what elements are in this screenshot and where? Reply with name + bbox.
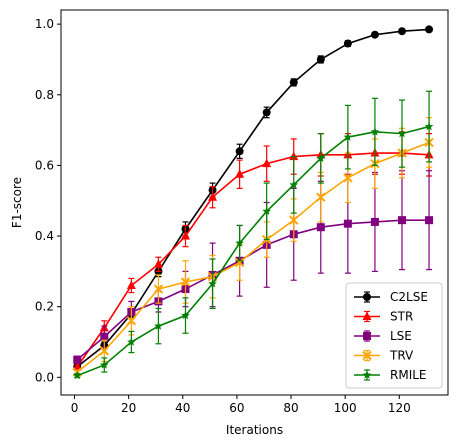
series-layer — [72, 25, 434, 380]
point-rmile-1 — [100, 360, 109, 369]
point-c2lse-10 — [343, 39, 352, 48]
point-trv-8-stroke-b — [289, 215, 299, 225]
y-tick-label-0.8: 0.8 — [35, 88, 54, 102]
legend-entry-trv: TRV — [354, 349, 414, 363]
point-lse-9 — [316, 223, 325, 232]
x-axis: 0 20 40 60 80 100 120 — [71, 395, 411, 415]
point-lse-12 — [397, 216, 406, 225]
legend-marker-rmile — [362, 370, 372, 379]
point-trv-4 — [180, 277, 191, 287]
series-line-trv — [76, 141, 430, 373]
legend-label-rmile: RMILE — [390, 368, 427, 382]
legend-entry-lse: LSE — [354, 329, 412, 343]
legend-marker-trv — [362, 350, 372, 361]
point-rmile-11 — [370, 127, 380, 136]
point-trv-10-stroke-b — [343, 173, 353, 183]
y-tick-label-1.0: 1.0 — [35, 17, 54, 31]
point-str-4 — [180, 231, 190, 240]
x-axis-label: Iterations — [226, 423, 283, 437]
point-trv-4-stroke-b — [180, 277, 191, 287]
legend-marker-str — [362, 311, 372, 320]
point-str-5 — [208, 192, 218, 201]
point-trv-9 — [316, 192, 326, 202]
legend-label-c2lse: C2LSE — [390, 290, 428, 304]
point-trv-6-stroke-b — [234, 257, 245, 268]
point-trv-1-stroke-b — [99, 346, 110, 356]
y-tick-label-0.4: 0.4 — [35, 229, 54, 243]
point-c2lse-7 — [262, 108, 271, 117]
point-trv-8 — [289, 215, 299, 225]
legend-marker-trv-stroke-b — [362, 350, 372, 361]
point-lse-1 — [100, 332, 109, 341]
series-line-rmile — [76, 125, 430, 377]
point-c2lse-9 — [316, 55, 325, 64]
point-rmile-9 — [316, 153, 326, 162]
legend-label-trv: TRV — [389, 349, 414, 363]
x-tick-label-80: 80 — [283, 401, 298, 415]
point-trv-2 — [126, 316, 137, 326]
point-rmile-4 — [181, 311, 190, 320]
point-rmile-12 — [397, 129, 407, 138]
point-str-3 — [153, 259, 163, 268]
legend-box — [345, 282, 443, 389]
point-rmile-8 — [289, 180, 299, 189]
point-c2lse-12 — [397, 27, 406, 36]
point-c2lse-6 — [235, 147, 244, 156]
point-rmile-2 — [127, 337, 136, 346]
point-str-0 — [72, 361, 82, 371]
series-line-str — [76, 152, 430, 368]
legend: C2LSE STR LSE TRV RMILE — [345, 282, 443, 389]
x-tick-label-40: 40 — [175, 401, 190, 415]
point-trv-9-stroke-b — [316, 192, 326, 202]
point-lse-11 — [370, 217, 379, 226]
point-str-6 — [235, 169, 245, 178]
series-line-lse — [76, 219, 430, 361]
point-rmile-7 — [262, 206, 271, 215]
y-tick-label-0.6: 0.6 — [35, 158, 54, 172]
series-line-c2lse — [76, 28, 430, 368]
legend-marker-c2lse — [363, 293, 371, 301]
point-trv-2-stroke-b — [126, 316, 137, 326]
point-c2lse-11 — [370, 30, 379, 39]
point-lse-0 — [73, 355, 82, 364]
point-rmile-6 — [235, 238, 244, 247]
point-c2lse-8 — [289, 78, 298, 87]
legend-marker-lse — [363, 332, 371, 340]
point-c2lse-13 — [425, 25, 434, 34]
point-trv-3-stroke-b — [153, 284, 164, 294]
y-tick-label-0.0: 0.0 — [35, 370, 54, 384]
y-axis-label: F1-score — [10, 177, 24, 228]
point-lse-13 — [425, 216, 434, 225]
point-str-7 — [262, 158, 272, 168]
legend-label-str: STR — [390, 310, 413, 324]
legend-entry-rmile: RMILE — [354, 368, 427, 382]
legend-entry-c2lse: C2LSE — [354, 290, 428, 304]
point-lse-10 — [343, 219, 352, 228]
x-tick-label-60: 60 — [229, 401, 244, 415]
y-tick-label-0.2: 0.2 — [35, 300, 54, 314]
x-tick-label-0: 0 — [71, 401, 79, 415]
point-str-2 — [126, 280, 136, 290]
point-trv-10 — [343, 173, 353, 183]
point-trv-1 — [99, 346, 110, 356]
point-trv-6 — [234, 257, 245, 268]
x-tick-label-120: 120 — [388, 401, 411, 415]
legend-label-lse: LSE — [390, 329, 412, 343]
y-axis: 0.0 0.2 0.4 0.6 0.8 1.0 — [35, 17, 61, 384]
legend-entry-str: STR — [354, 310, 413, 324]
point-rmile-3 — [154, 321, 163, 330]
plot-frame — [60, 9, 449, 396]
point-rmile-5 — [208, 279, 217, 288]
point-rmile-13 — [424, 122, 434, 131]
series-rmile — [72, 90, 434, 380]
point-rmile-10 — [343, 132, 353, 141]
point-trv-3 — [153, 284, 164, 294]
point-rmile-0 — [72, 371, 82, 380]
x-tick-label-100: 100 — [334, 401, 357, 415]
x-tick-label-20: 20 — [121, 401, 136, 415]
point-str-8 — [289, 151, 299, 161]
